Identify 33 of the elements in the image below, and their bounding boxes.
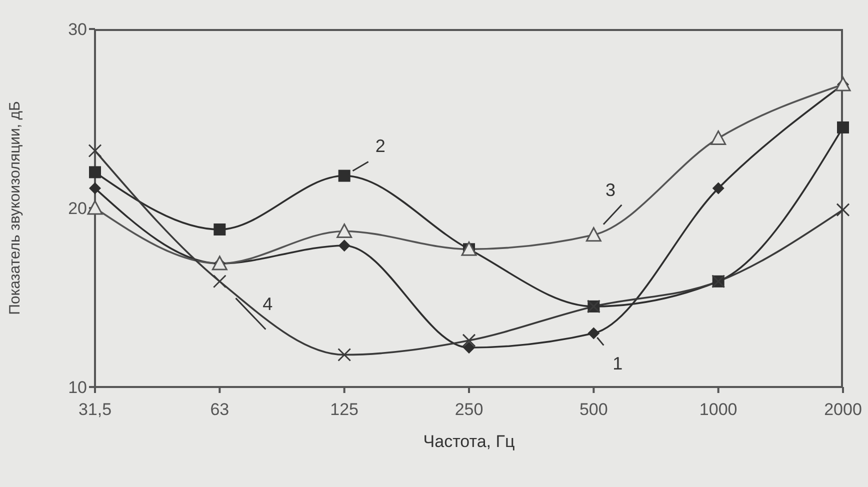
point <box>338 240 350 252</box>
point <box>588 327 600 340</box>
point <box>712 182 724 194</box>
series-label: 1 <box>612 354 623 374</box>
x-tick-label: 125 <box>330 400 359 420</box>
point <box>462 334 476 348</box>
series-label: 3 <box>605 180 616 200</box>
y-tick-label: 20 <box>68 199 87 218</box>
legend-label: 4 <box>262 294 273 314</box>
point <box>89 166 101 178</box>
x-tick-label: 2000 <box>824 400 862 420</box>
point <box>214 223 226 236</box>
x-tick-label: 31,5 <box>78 400 112 420</box>
x-axis-title: Частота, Гц <box>423 432 515 451</box>
point <box>336 224 352 238</box>
point <box>710 130 726 145</box>
point <box>836 203 850 217</box>
point <box>586 227 602 242</box>
point <box>89 182 101 194</box>
point <box>338 170 350 182</box>
x-tick-label: 1000 <box>699 400 738 420</box>
x-tick-label: 250 <box>454 400 484 420</box>
point <box>212 274 226 288</box>
y-tick-label: 30 <box>68 20 87 40</box>
point <box>338 348 352 362</box>
y-tick-label: 10 <box>68 378 87 398</box>
x-tick-label: 500 <box>579 400 608 420</box>
point <box>463 342 475 354</box>
x-tick-label: 63 <box>210 400 230 420</box>
y-axis-title: Показатель звукоизоляции, дБ <box>6 100 24 315</box>
series-label: 2 <box>375 136 386 156</box>
point <box>88 144 102 158</box>
point <box>837 121 849 134</box>
